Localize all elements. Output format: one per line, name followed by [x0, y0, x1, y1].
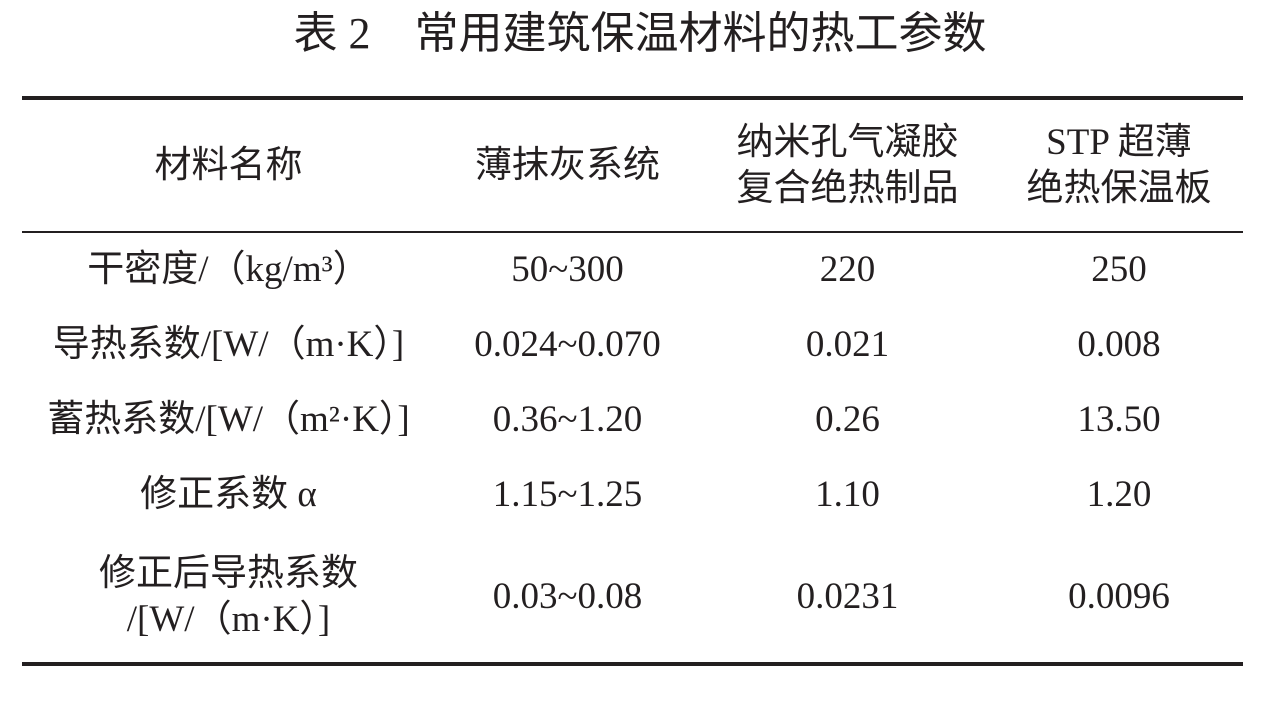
value-cell: 50~300 [435, 232, 700, 307]
value-cell: 1.20 [995, 457, 1243, 532]
value-cell: 0.0231 [700, 532, 995, 664]
header-row: 材料名称 薄抹灰系统 纳米孔气凝胶 复合绝热制品 STP 超薄 绝热保温板 [22, 98, 1243, 232]
cell-line: 材料名称 [154, 144, 303, 186]
value-cell: 0.03~0.08 [435, 532, 700, 664]
cell-line: 50~300 [511, 249, 624, 290]
cell-line: 0.03~0.08 [492, 576, 643, 617]
value-cell: 0.008 [995, 307, 1243, 382]
header-cell: 纳米孔气凝胶 复合绝热制品 [700, 98, 995, 232]
cell-line: 0.0231 [796, 576, 899, 617]
cell-line: /[W/（m·K）] [126, 599, 331, 640]
cell-line: 蓄热系数/[W/（m²·K）] [47, 398, 410, 440]
cell-line: 1.10 [815, 473, 880, 515]
table-row: 导热系数/[W/（m·K）] 0.024~0.070 0.021 0.008 [22, 307, 1243, 382]
cell-line: 绝热保温板 [1026, 167, 1212, 209]
value-cell: 0.021 [700, 307, 995, 382]
cell-line: 220 [819, 249, 876, 290]
value-cell: 1.10 [700, 457, 995, 532]
table-row: 干密度/（kg/m³） 50~300 220 250 [22, 232, 1243, 307]
table-header: 材料名称 薄抹灰系统 纳米孔气凝胶 复合绝热制品 STP 超薄 绝热保温板 [22, 98, 1243, 232]
value-cell: 0.26 [700, 382, 995, 457]
table-row: 修正后导热系数 /[W/（m·K）] 0.03~0.08 0.0231 0.0096 [22, 532, 1243, 664]
cell-line: 1.15~1.25 [492, 473, 643, 515]
cell-line: 导热系数/[W/（m·K）] [52, 323, 405, 365]
cell-line: 0.021 [805, 323, 890, 365]
row-label: 修正系数 α [22, 457, 435, 532]
header-cell: 薄抹灰系统 [435, 98, 700, 232]
table-body: 干密度/（kg/m³） 50~300 220 250 导热系数/[W/（m·K）] 0.0… [22, 232, 1243, 664]
cell-line: 复合绝热制品 [736, 167, 959, 209]
row-label: 修正后导热系数 /[W/（m·K）] [22, 532, 435, 664]
value-cell: 0.36~1.20 [435, 382, 700, 457]
value-cell: 220 [700, 232, 995, 307]
cell-line: 0.26 [815, 398, 880, 440]
cell-line: 干密度/（kg/m³） [87, 249, 370, 290]
cell-line: 0.36~1.20 [492, 398, 643, 440]
value-cell: 0.0096 [995, 532, 1243, 664]
table-row: 修正系数 α 1.15~1.25 1.10 1.20 [22, 457, 1243, 532]
value-cell: 13.50 [995, 382, 1243, 457]
value-cell: 0.024~0.070 [435, 307, 700, 382]
cell-line: 纳米孔气凝胶 [736, 121, 959, 163]
data-table: 材料名称 薄抹灰系统 纳米孔气凝胶 复合绝热制品 STP 超薄 绝热保温板 干密度/（kg… [22, 96, 1243, 666]
table-row: 蓄热系数/[W/（m²·K）] 0.36~1.20 0.26 13.50 [22, 382, 1243, 457]
row-label: 导热系数/[W/（m·K）] [22, 307, 435, 382]
cell-line: 1.20 [1086, 473, 1152, 515]
cell-line: 修正后导热系数 [99, 553, 358, 594]
cell-line: 0.0096 [1068, 576, 1170, 617]
cell-line: 薄抹灰系统 [475, 144, 660, 186]
cell-line: 0.024~0.070 [474, 323, 661, 365]
row-label: 干密度/（kg/m³） [22, 232, 435, 307]
header-cell: 材料名称 [22, 98, 435, 232]
row-label: 蓄热系数/[W/（m²·K）] [22, 382, 435, 457]
value-cell: 1.15~1.25 [435, 457, 700, 532]
cell-line: STP 超薄 [1046, 121, 1192, 163]
value-cell: 250 [995, 232, 1243, 307]
table-title: 表 2 常用建筑保温材料的热工参数 [293, 9, 987, 58]
cell-line: 250 [1091, 249, 1147, 290]
cell-line: 0.008 [1077, 323, 1161, 365]
cell-line: 13.50 [1077, 398, 1161, 440]
header-cell: STP 超薄 绝热保温板 [995, 98, 1243, 232]
cell-line: 修正系数 α [140, 473, 317, 515]
